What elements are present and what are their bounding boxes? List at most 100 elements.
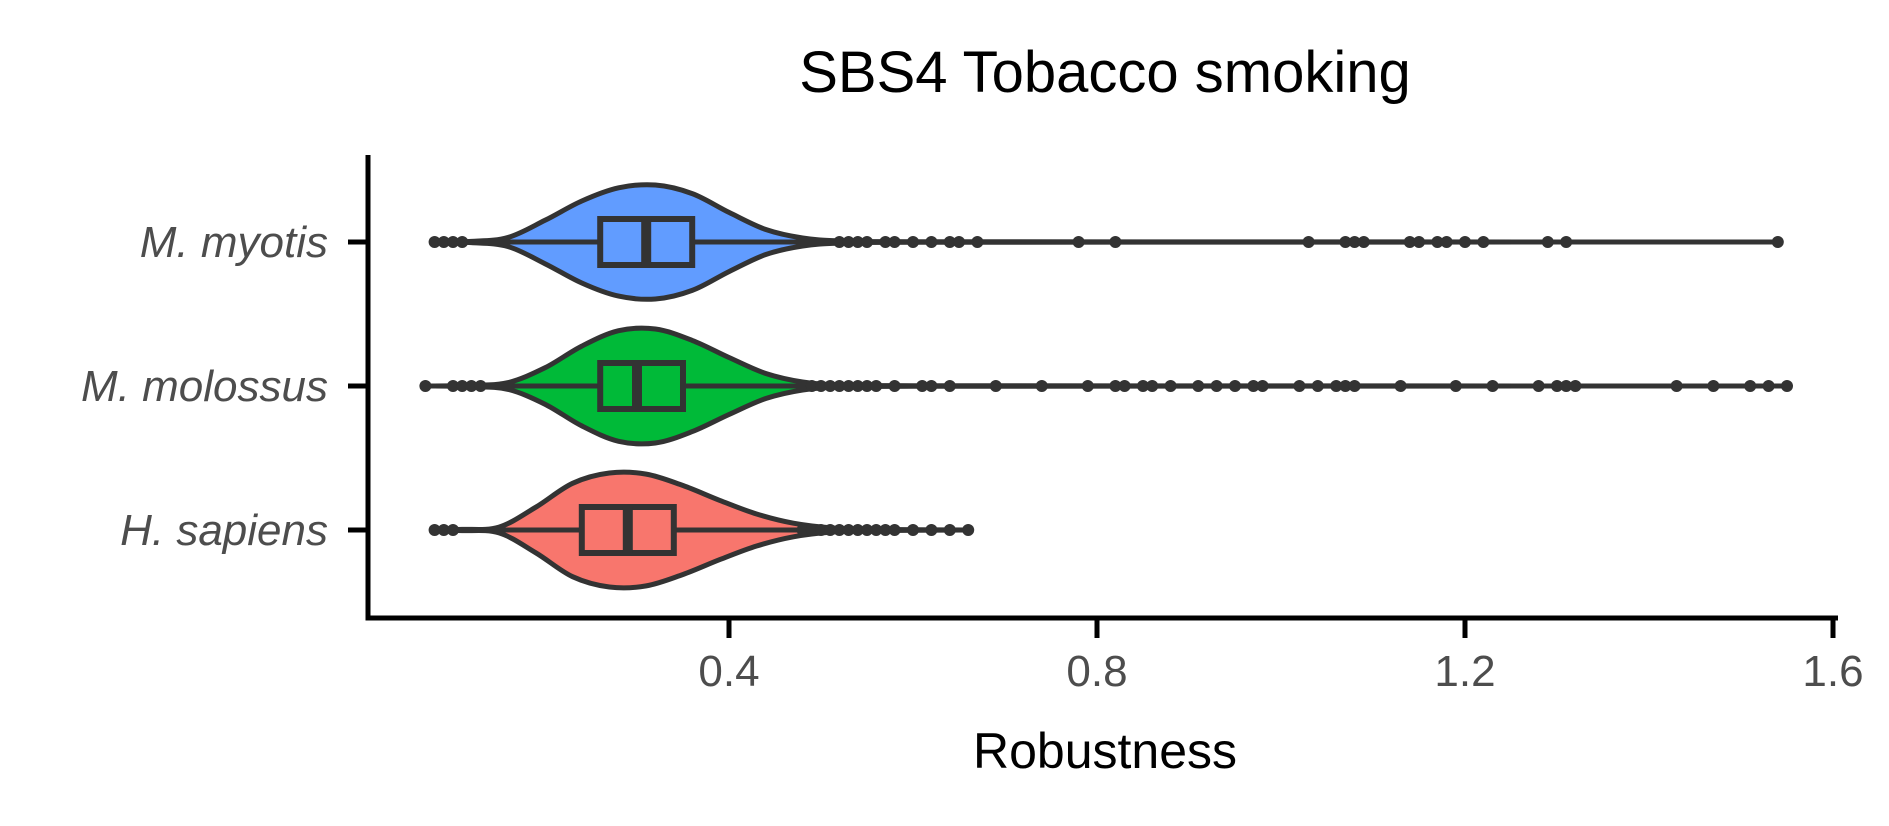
outlier-point xyxy=(1403,236,1416,248)
outlier-point xyxy=(1109,380,1122,392)
outlier-point xyxy=(1293,380,1306,392)
outlier-point xyxy=(833,236,846,248)
outlier-point xyxy=(842,524,855,536)
outlier-point xyxy=(1762,380,1775,392)
outlier-point xyxy=(1569,380,1582,392)
outlier-point xyxy=(1229,380,1241,392)
outlier-point xyxy=(1164,380,1177,392)
outlier-point xyxy=(943,236,956,248)
outlier-point xyxy=(1394,380,1407,392)
outlier-point xyxy=(1459,236,1471,248)
outlier-point xyxy=(916,380,929,392)
outlier-point xyxy=(428,236,441,248)
outlier-point xyxy=(815,380,827,392)
outlier-point xyxy=(447,524,459,536)
outlier-point xyxy=(907,236,919,248)
outlier-point xyxy=(888,236,901,248)
outlier-point xyxy=(1118,380,1131,392)
outlier-point xyxy=(1146,380,1159,392)
outlier-point xyxy=(805,524,818,536)
y-tick-label: H. sapiens xyxy=(120,506,328,555)
outlier-point xyxy=(1477,236,1490,248)
outlier-point xyxy=(1339,380,1352,392)
y-tick-label: M. molossus xyxy=(81,362,328,411)
outlier-point xyxy=(888,380,901,392)
axes: M. myotis M. molossus H. sapiens 0.4 0.8 1.2 1… xyxy=(81,155,1864,696)
outlier-point xyxy=(851,380,864,392)
outlier-point xyxy=(879,236,892,248)
outlier-point xyxy=(925,380,938,392)
outlier-point xyxy=(842,236,855,248)
outlier-point xyxy=(1560,236,1573,248)
outlier-point xyxy=(1551,380,1563,392)
outlier-point xyxy=(1302,236,1315,248)
outlier-point xyxy=(465,380,478,392)
outlier-point xyxy=(1109,236,1122,248)
outlier-point xyxy=(419,380,432,392)
violin-group xyxy=(428,469,975,591)
outlier-point xyxy=(1035,380,1048,392)
violin-group xyxy=(428,182,1784,302)
outlier-point xyxy=(474,380,487,392)
outlier-point xyxy=(796,524,809,536)
x-tick-label: 1.6 xyxy=(1802,647,1863,696)
outlier-point xyxy=(1707,380,1720,392)
outlier-point xyxy=(851,524,864,536)
outlier-point xyxy=(1210,380,1223,392)
outlier-point xyxy=(1348,236,1361,248)
outlier-point xyxy=(1348,380,1361,392)
x-tick-label: 0.4 xyxy=(698,647,759,696)
outlier-point xyxy=(824,524,837,536)
outlier-point xyxy=(1192,380,1205,392)
outlier-point xyxy=(925,236,938,248)
outlier-point xyxy=(428,524,441,536)
outlier-point xyxy=(447,236,459,248)
x-tick-label: 1.2 xyxy=(1434,647,1495,696)
outlier-point xyxy=(861,524,873,536)
outlier-point xyxy=(1670,380,1683,392)
outlier-point xyxy=(870,380,883,392)
outlier-point xyxy=(1532,380,1545,392)
outlier-point xyxy=(861,380,873,392)
plot-area xyxy=(419,182,1793,591)
outlier-point xyxy=(861,236,873,248)
outlier-point xyxy=(815,524,827,536)
y-tick-label: M. myotis xyxy=(140,218,328,267)
outlier-point xyxy=(1486,380,1499,392)
outlier-point xyxy=(907,524,919,536)
outlier-point xyxy=(971,236,984,248)
outlier-point xyxy=(1413,236,1425,248)
outlier-point xyxy=(1449,380,1462,392)
outlier-point xyxy=(879,524,892,536)
outlier-point xyxy=(1081,380,1094,392)
outlier-point xyxy=(1771,236,1784,248)
outlier-point xyxy=(1311,380,1324,392)
outlier-point xyxy=(833,380,846,392)
outlier-point xyxy=(1560,380,1573,392)
outlier-point xyxy=(943,380,956,392)
outlier-point xyxy=(842,380,855,392)
outlier-point xyxy=(1541,236,1554,248)
outlier-point xyxy=(1357,236,1370,248)
outlier-point xyxy=(851,236,864,248)
outlier-point xyxy=(456,236,469,248)
violin-group xyxy=(419,325,1793,447)
outlier-point xyxy=(870,524,883,536)
outlier-point xyxy=(953,236,965,248)
outlier-point xyxy=(833,524,846,536)
outlier-point xyxy=(447,380,459,392)
outlier-point xyxy=(888,524,901,536)
outlier-point xyxy=(456,380,469,392)
x-axis-label: Robustness xyxy=(973,723,1237,779)
outlier-point xyxy=(805,380,818,392)
outlier-point xyxy=(1781,380,1793,392)
outlier-point xyxy=(437,524,450,536)
outlier-point xyxy=(1256,380,1269,392)
outlier-point xyxy=(824,380,837,392)
outlier-point xyxy=(1339,236,1352,248)
outlier-point xyxy=(989,380,1002,392)
outlier-point xyxy=(925,524,938,536)
outlier-point xyxy=(1431,236,1444,248)
chart-title: SBS4 Tobacco smoking xyxy=(799,40,1411,105)
